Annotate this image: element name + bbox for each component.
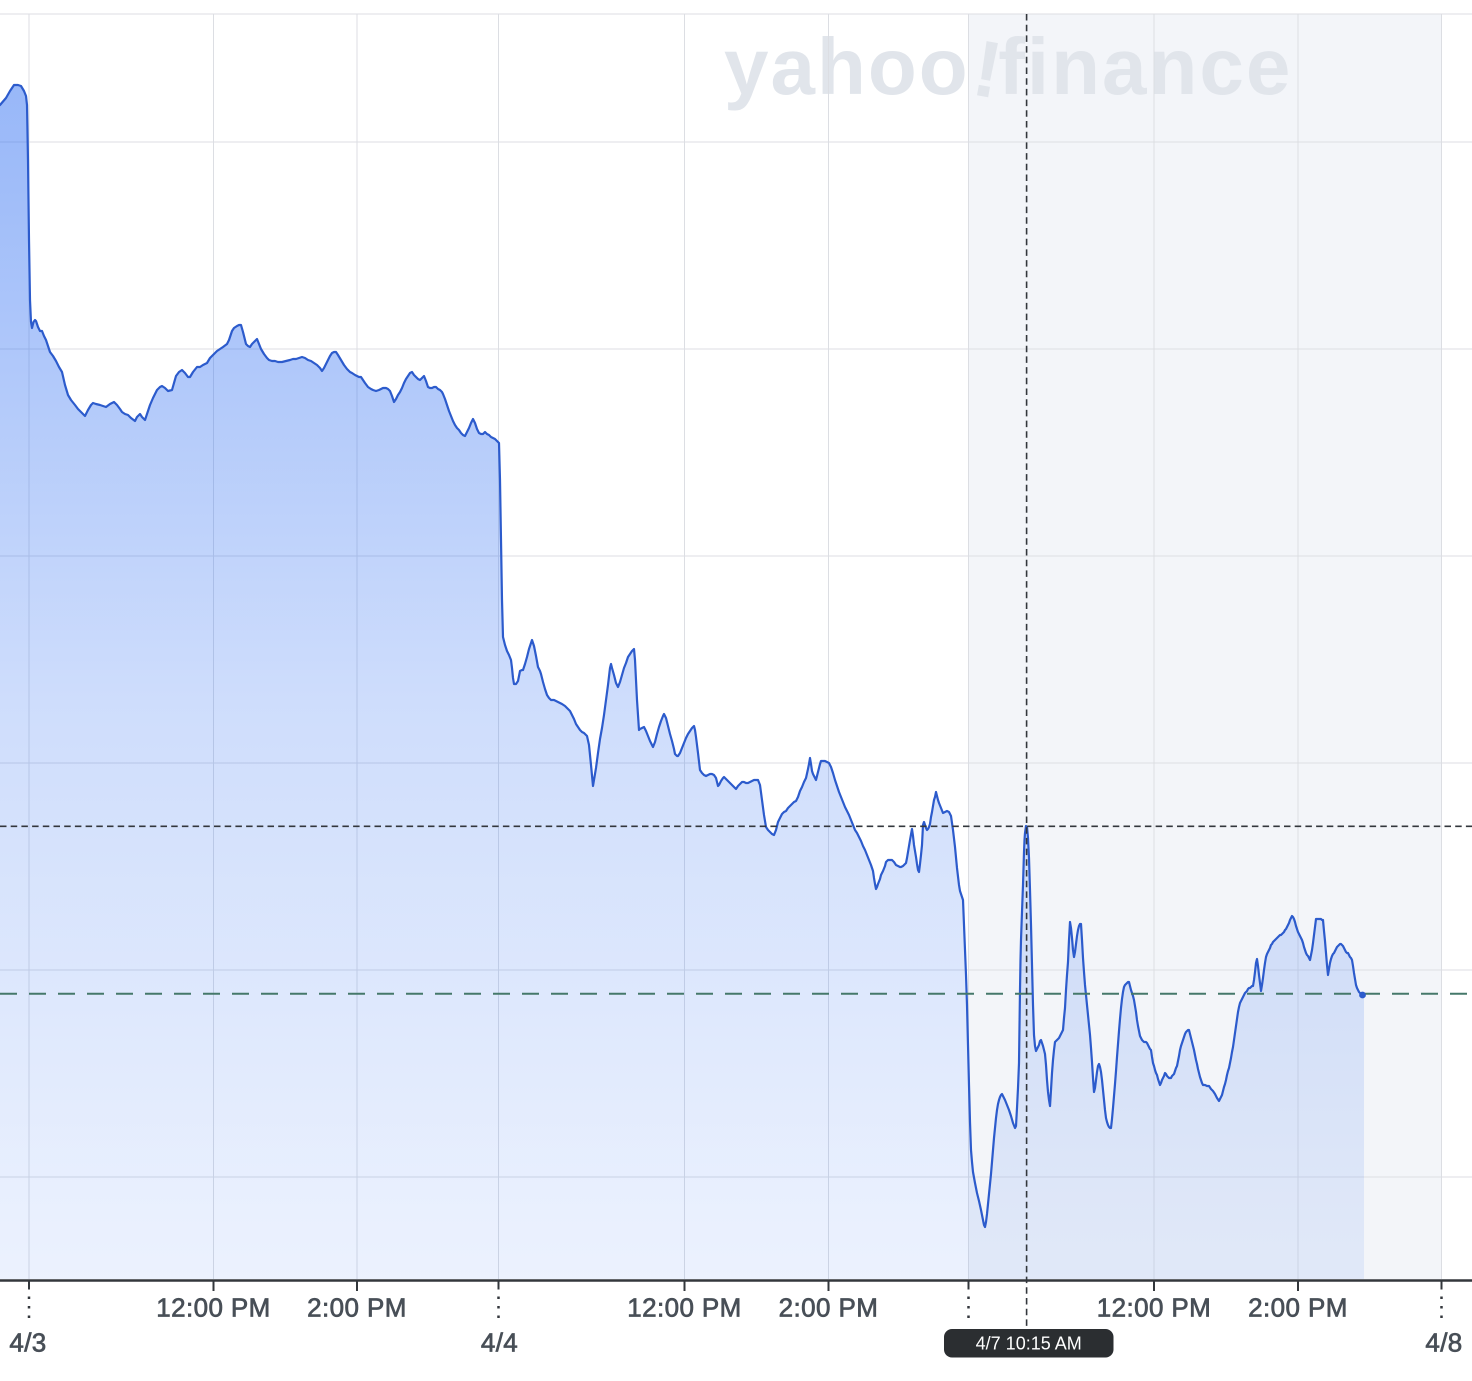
svg-text:4/8: 4/8 <box>1425 1328 1462 1358</box>
svg-text:12:00 PM: 12:00 PM <box>627 1293 742 1323</box>
svg-text:2:00 PM: 2:00 PM <box>307 1293 407 1323</box>
svg-text:12:00 PM: 12:00 PM <box>156 1293 271 1323</box>
svg-text:2:00 PM: 2:00 PM <box>1248 1293 1348 1323</box>
svg-text:4/7 10:15 AM: 4/7 10:15 AM <box>976 1334 1082 1354</box>
svg-text:12:00 PM: 12:00 PM <box>1097 1293 1212 1323</box>
svg-text:4/4: 4/4 <box>481 1328 518 1358</box>
svg-text:4/3: 4/3 <box>9 1328 46 1358</box>
svg-text:yahoo!finance: yahoo!finance <box>724 22 1292 116</box>
svg-text:2:00 PM: 2:00 PM <box>779 1293 879 1323</box>
